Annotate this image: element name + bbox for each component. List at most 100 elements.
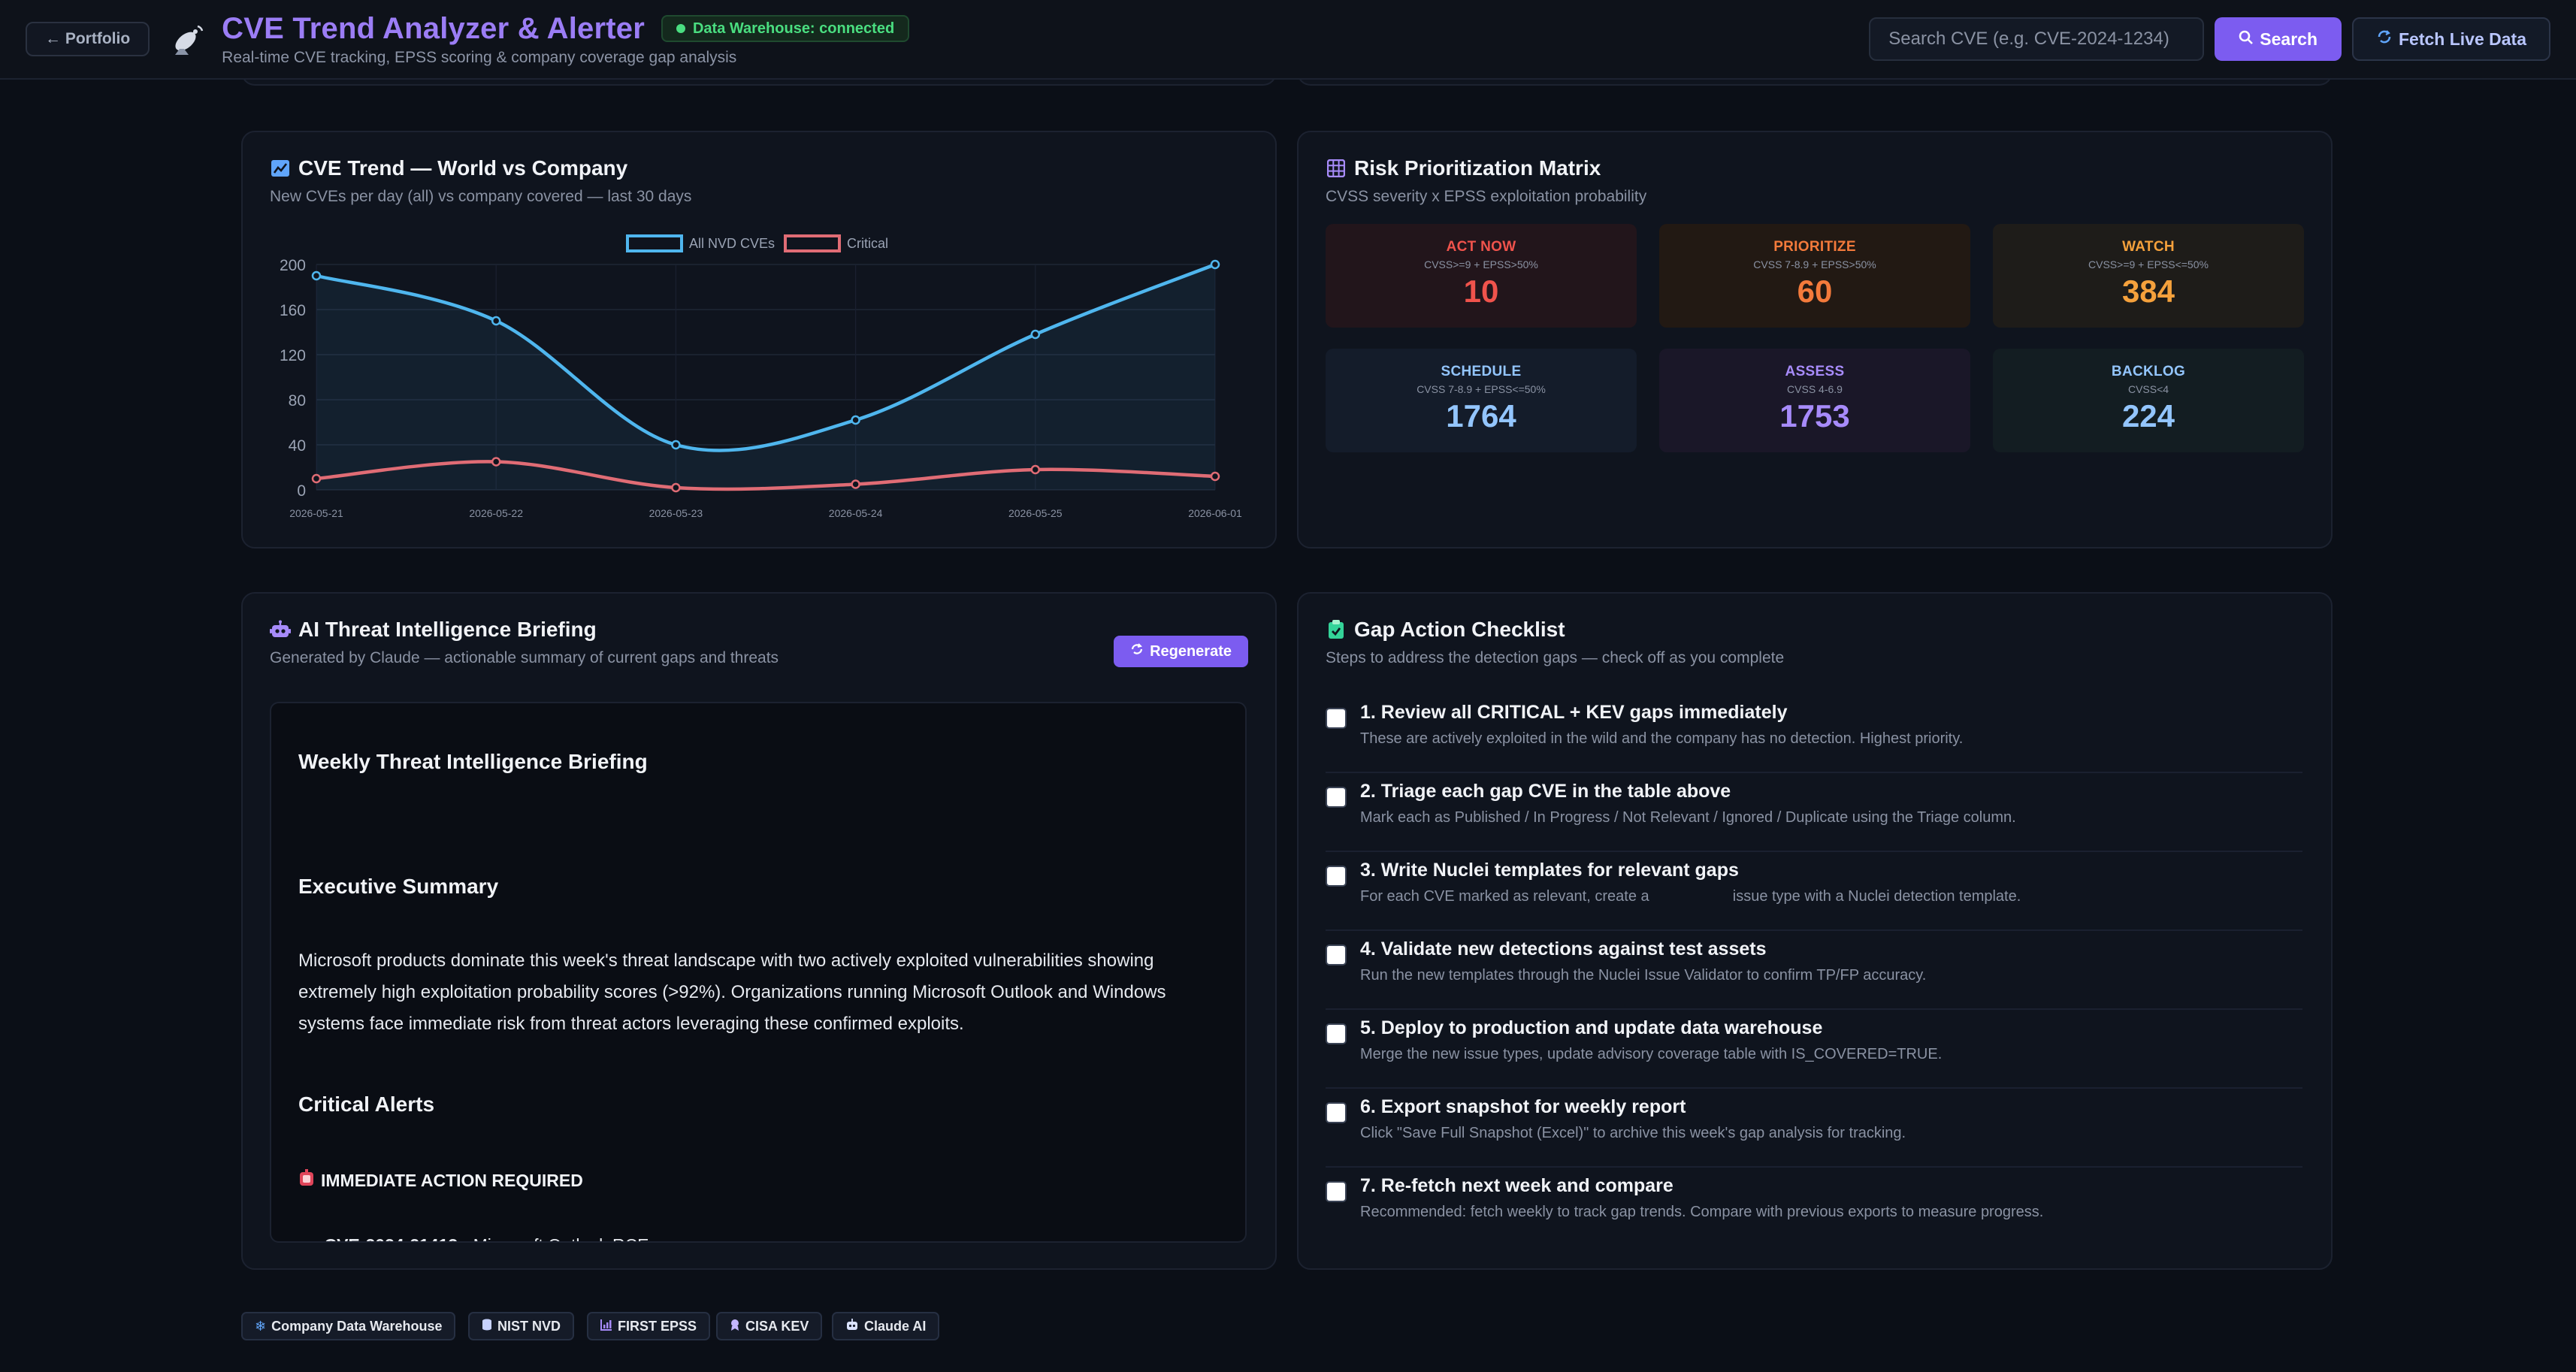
checklist-item-desc: Click "Save Full Snapshot (Excel)" to ar… bbox=[1360, 1125, 1906, 1141]
cell-label: WATCH bbox=[2122, 239, 2175, 255]
cell-label: PRIORITIZE bbox=[1773, 239, 1856, 255]
matrix-cell-act-now[interactable]: ACT NOW CVSS>=9 + EPSS>50% 10 bbox=[1326, 224, 1637, 328]
briefing-heading: Weekly Threat Intelligence Briefing bbox=[298, 750, 648, 773]
checklist-item: 5. Deploy to production and update data … bbox=[1326, 1010, 2302, 1089]
cell-count: 60 bbox=[1797, 273, 1833, 309]
alert-cve-line: • CVE-2024-21413 - Microsoft Outlook RCE bbox=[313, 1235, 649, 1241]
checklist-checkbox[interactable] bbox=[1326, 944, 1347, 966]
matrix-cell-watch[interactable]: WATCH CVSS>=9 + EPSS<=50% 384 bbox=[1993, 224, 2304, 328]
back-to-portfolio-button[interactable]: ← Portfolio bbox=[26, 22, 150, 56]
matrix-cell-assess[interactable]: ASSESS CVSS 4-6.9 1753 bbox=[1659, 349, 1970, 452]
cell-condition: CVSS 4-6.9 bbox=[1787, 383, 1843, 395]
checklist-checkbox[interactable] bbox=[1326, 866, 1347, 887]
cell-count: 1764 bbox=[1446, 398, 1516, 434]
top-bar: ← Portfolio CVE Trend Analyzer & Alerter… bbox=[0, 0, 2576, 80]
matrix-cell-schedule[interactable]: SCHEDULE CVSS 7-8.9 + EPSS<=50% 1764 bbox=[1326, 349, 1637, 452]
data-point bbox=[311, 270, 322, 281]
database-icon bbox=[482, 1319, 492, 1334]
cell-condition: CVSS>=9 + EPSS<=50% bbox=[2088, 258, 2209, 270]
legend-label: All NVD CVEs bbox=[689, 236, 775, 251]
chip-label: CISA KEV bbox=[745, 1318, 809, 1334]
satellite-dish-icon bbox=[168, 19, 208, 59]
cve-search-input[interactable] bbox=[1869, 17, 2205, 61]
checklist-item-desc: Recommended: fetch weekly to track gap t… bbox=[1360, 1204, 2044, 1220]
checklist-checkbox[interactable] bbox=[1326, 1023, 1347, 1044]
x-tick-label: 2026-05-23 bbox=[649, 507, 703, 519]
briefing-card-subtitle: Generated by Claude — actionable summary… bbox=[270, 649, 779, 666]
checklist-item: 3. Write Nuclei templates for relevant g… bbox=[1326, 852, 2302, 931]
alert-cve-id: CVE-2024-21413 bbox=[324, 1235, 458, 1241]
fetch-label: Fetch Live Data bbox=[2399, 29, 2526, 49]
y-tick-label: 160 bbox=[280, 302, 306, 319]
y-tick-label: 80 bbox=[289, 392, 306, 409]
cell-condition: CVSS 7-8.9 + EPSS>50% bbox=[1753, 258, 1876, 270]
status-dot-icon bbox=[676, 24, 685, 33]
source-chip-nvd: NIST NVD bbox=[468, 1312, 575, 1340]
legend-swatch bbox=[626, 234, 683, 252]
checklist-desc-part: For each CVE marked as relevant, create … bbox=[1360, 888, 1649, 905]
x-tick-label: 2026-06-01 bbox=[1188, 507, 1242, 519]
regenerate-button[interactable]: Regenerate bbox=[1114, 636, 1248, 667]
checklist-item-desc: Merge the new issue types, update adviso… bbox=[1360, 1046, 1943, 1062]
snowflake-icon: ❄ bbox=[255, 1318, 267, 1334]
data-point bbox=[311, 473, 322, 484]
ai-briefing-card: AI Threat Intelligence Briefing Generate… bbox=[241, 592, 1277, 1270]
checklist-item: 6. Export snapshot for weekly report Cli… bbox=[1326, 1089, 2302, 1168]
immediate-action-alert: IMMEDIATE ACTION REQUIRED bbox=[298, 1169, 583, 1192]
search-button[interactable]: Search bbox=[2215, 17, 2342, 61]
warehouse-status-badge: Data Warehouse: connected bbox=[661, 15, 910, 42]
checklist-item-title: 6. Export snapshot for weekly report bbox=[1360, 1096, 1686, 1117]
matrix-cell-prioritize[interactable]: PRIORITIZE CVSS 7-8.9 + EPSS>50% 60 bbox=[1659, 224, 1970, 328]
matrix-card-subtitle: CVSS severity x EPSS exploitation probab… bbox=[1326, 188, 1647, 205]
checklist-item-title: 3. Write Nuclei templates for relevant g… bbox=[1360, 860, 1739, 881]
critical-alerts-heading: Critical Alerts bbox=[298, 1092, 435, 1116]
cell-condition: CVSS<4 bbox=[2127, 383, 2169, 395]
checklist-checkbox[interactable] bbox=[1326, 1102, 1347, 1123]
checklist-checkbox[interactable] bbox=[1326, 708, 1347, 729]
checklist-item-title: 7. Re-fetch next week and compare bbox=[1360, 1175, 1673, 1196]
trend-card: CVE Trend — World vs Company New CVEs pe… bbox=[241, 131, 1277, 548]
checklist-item-title: 1. Review all CRITICAL + KEV gaps immedi… bbox=[1360, 702, 1788, 723]
checklist-card-title: Gap Action Checklist bbox=[1326, 618, 1565, 642]
data-point bbox=[671, 482, 681, 493]
chip-label: NIST NVD bbox=[497, 1318, 561, 1334]
trend-card-subtitle: New CVEs per day (all) vs company covere… bbox=[270, 188, 692, 205]
cell-condition: CVSS 7-8.9 + EPSS<=50% bbox=[1416, 383, 1546, 395]
search-icon bbox=[2239, 29, 2254, 50]
data-point bbox=[491, 457, 501, 467]
cell-count: 10 bbox=[1463, 273, 1499, 309]
checklist-item: 4. Validate new detections against test … bbox=[1326, 931, 2302, 1010]
data-point bbox=[851, 479, 860, 489]
title-block: CVE Trend Analyzer & Alerter Data Wareho… bbox=[222, 11, 910, 67]
checklist-item-title: 2. Triage each gap CVE in the table abov… bbox=[1360, 781, 1731, 802]
checklist-checkbox[interactable] bbox=[1326, 1181, 1347, 1202]
cell-count: 384 bbox=[2121, 273, 2175, 309]
data-point bbox=[1030, 329, 1041, 340]
siren-icon bbox=[298, 1169, 315, 1192]
source-chip-epss: FIRST EPSS bbox=[587, 1312, 711, 1340]
checklist-item-title: 5. Deploy to production and update data … bbox=[1360, 1017, 1823, 1038]
robot-icon bbox=[845, 1318, 859, 1334]
badge-icon bbox=[730, 1319, 740, 1334]
x-tick-label: 2026-05-24 bbox=[829, 507, 883, 519]
legend-label: Critical bbox=[847, 236, 888, 251]
briefing-card-title: AI Threat Intelligence Briefing bbox=[270, 618, 597, 642]
checklist-item-desc: Mark each as Published / In Progress / N… bbox=[1360, 809, 2016, 826]
y-tick-label: 40 bbox=[289, 437, 306, 455]
y-tick-label: 200 bbox=[280, 257, 306, 274]
app-title: CVE Trend Analyzer & Alerter bbox=[222, 11, 645, 45]
briefing-content[interactable]: Weekly Threat Intelligence Briefing Exec… bbox=[270, 702, 1247, 1243]
trend-card-title: CVE Trend — World vs Company bbox=[270, 156, 627, 180]
alert-cve-text: - Microsoft Outlook RCE bbox=[458, 1235, 649, 1241]
checklist-item-title: 4. Validate new detections against test … bbox=[1360, 938, 1767, 959]
source-chip-company-dw: ❄ Company Data Warehouse bbox=[241, 1312, 456, 1340]
trend-line-chart: 0 40 80 120 160 200 2026-05-21 2026-05-22 2026-0… bbox=[280, 234, 1242, 519]
checklist-item: 7. Re-fetch next week and compare Recomm… bbox=[1326, 1168, 2302, 1247]
matrix-card-title: Risk Prioritization Matrix bbox=[1326, 156, 1601, 180]
alert-label: IMMEDIATE ACTION REQUIRED bbox=[321, 1170, 583, 1190]
matrix-cell-backlog[interactable]: BACKLOG CVSS<4 224 bbox=[1993, 349, 2304, 452]
chip-label: FIRST EPSS bbox=[618, 1318, 697, 1334]
fetch-live-data-button[interactable]: Fetch Live Data bbox=[2352, 17, 2550, 61]
checklist-checkbox[interactable] bbox=[1326, 787, 1347, 808]
executive-summary-heading: Executive Summary bbox=[298, 875, 499, 898]
